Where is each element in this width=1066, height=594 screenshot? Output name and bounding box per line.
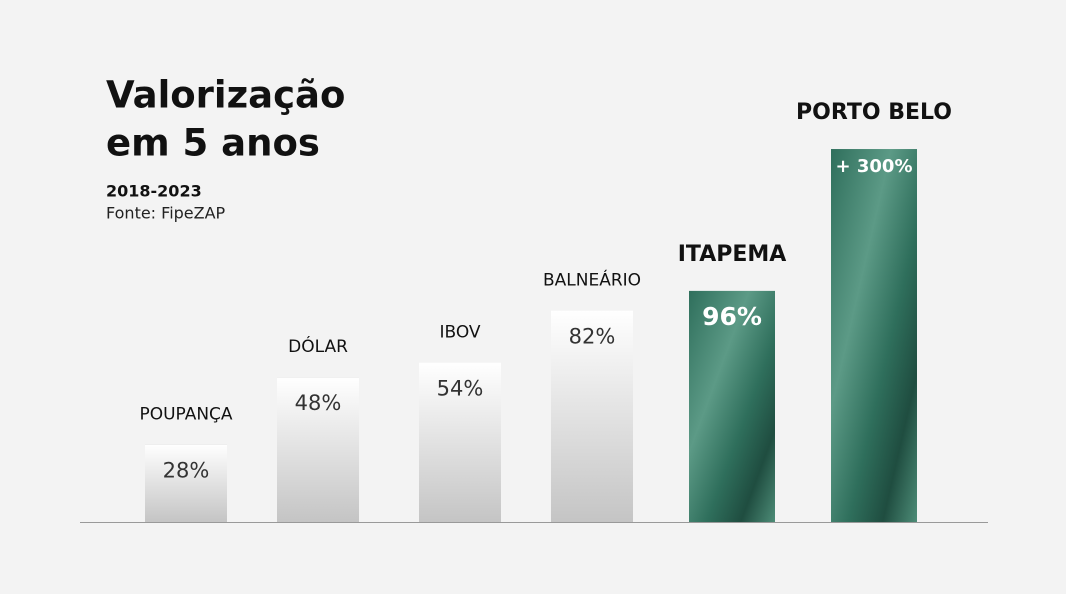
category-label: POUPANÇA [139,404,232,424]
category-label: BALNEÁRIO [543,269,641,291]
bar [277,377,359,522]
value-label: 96% [702,302,762,331]
bar [145,444,227,522]
value-label: 28% [163,458,210,482]
bar [551,310,633,522]
chart-title: em 5 anos [106,122,320,165]
bar [419,362,501,522]
value-label: + 300% [836,156,913,177]
category-label: IBOV [439,323,480,343]
subtitle: 2018-2023 [106,182,202,201]
bar [689,290,775,522]
bar [831,149,917,522]
source: Fonte: FipeZAP [106,204,226,223]
value-label: 48% [295,391,342,415]
value-label: 82% [569,325,616,349]
category-label: DÓLAR [288,335,348,357]
category-label: ITAPEMA [678,242,787,267]
value-label: 54% [437,377,484,401]
category-label: PORTO BELO [796,100,952,125]
chart-title: Valorização [106,74,345,117]
